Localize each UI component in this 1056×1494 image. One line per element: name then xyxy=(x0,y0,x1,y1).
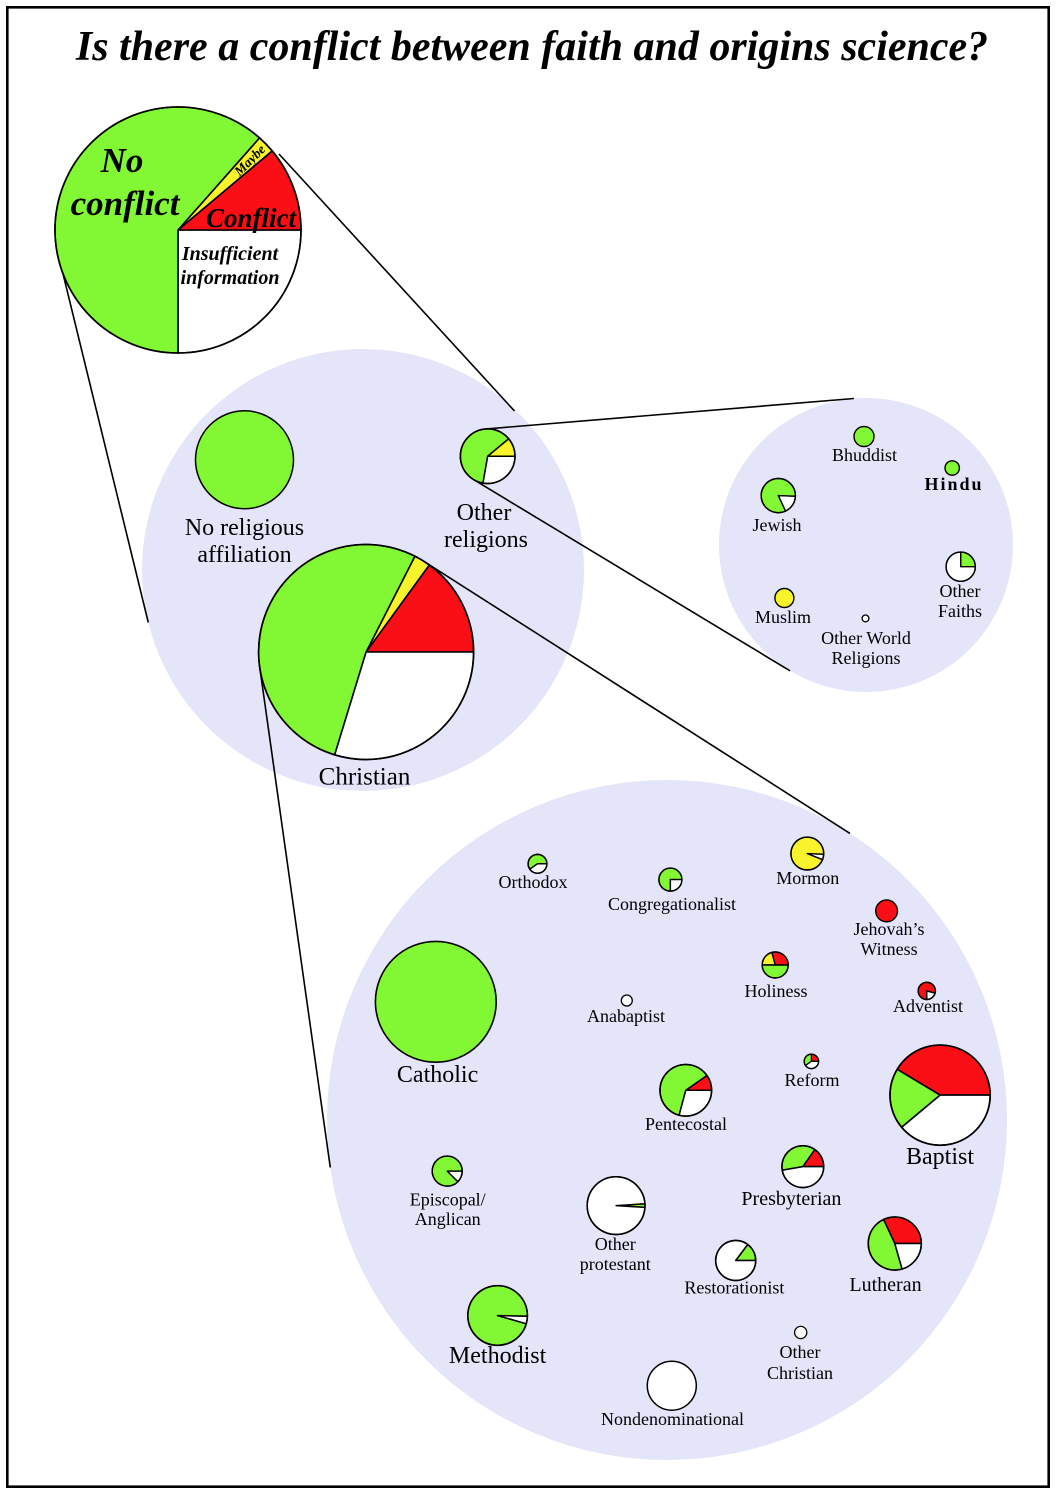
svg-text:No: No xyxy=(100,141,144,180)
svg-text:No religious: No religious xyxy=(185,515,304,541)
svg-text:Restorationist: Restorationist xyxy=(684,1278,784,1298)
svg-text:Anabaptist: Anabaptist xyxy=(587,1006,665,1026)
svg-text:Methodist: Methodist xyxy=(449,1343,547,1369)
svg-text:religions: religions xyxy=(444,527,528,553)
svg-text:Holiness: Holiness xyxy=(745,981,808,1001)
svg-text:Witness: Witness xyxy=(860,939,917,959)
svg-text:Adventist: Adventist xyxy=(893,996,963,1016)
svg-text:information: information xyxy=(181,267,280,289)
svg-text:Is there a conflict between fa: Is there a conflict between faith and or… xyxy=(75,24,988,70)
svg-text:Episcopal/: Episcopal/ xyxy=(410,1190,486,1210)
svg-text:conflict: conflict xyxy=(71,184,181,223)
svg-text:Orthodox: Orthodox xyxy=(499,872,568,892)
svg-text:affiliation: affiliation xyxy=(197,542,291,568)
svg-text:Other: Other xyxy=(595,1234,636,1254)
svg-text:Hindu: Hindu xyxy=(924,474,983,494)
svg-text:protestant: protestant xyxy=(580,1254,651,1274)
svg-text:Presbyterian: Presbyterian xyxy=(741,1188,841,1210)
svg-text:Reform: Reform xyxy=(785,1070,840,1090)
svg-text:Other: Other xyxy=(940,581,981,601)
svg-text:Christian: Christian xyxy=(319,764,411,791)
svg-text:Baptist: Baptist xyxy=(906,1144,974,1170)
svg-text:Nondenominational: Nondenominational xyxy=(601,1409,744,1429)
svg-text:Insufficient: Insufficient xyxy=(181,243,280,265)
svg-text:Catholic: Catholic xyxy=(397,1062,478,1088)
svg-text:Lutheran: Lutheran xyxy=(849,1274,921,1296)
svg-text:Anglican: Anglican xyxy=(415,1209,481,1229)
svg-text:Muslim: Muslim xyxy=(755,607,811,627)
svg-text:Mormon: Mormon xyxy=(776,868,839,888)
svg-text:Conflict: Conflict xyxy=(206,203,298,233)
svg-text:Faiths: Faiths xyxy=(938,601,982,621)
svg-text:Pentecostal: Pentecostal xyxy=(645,1114,727,1134)
svg-text:Jehovah’s: Jehovah’s xyxy=(854,919,925,939)
svg-text:Other: Other xyxy=(780,1342,821,1362)
svg-text:Christian: Christian xyxy=(767,1363,833,1383)
svg-text:Bhuddist: Bhuddist xyxy=(832,445,897,465)
svg-text:Other: Other xyxy=(457,500,512,526)
svg-text:Other World: Other World xyxy=(821,628,911,648)
svg-text:Religions: Religions xyxy=(831,648,900,668)
svg-text:Congregationalist: Congregationalist xyxy=(608,894,736,914)
svg-text:Jewish: Jewish xyxy=(753,515,802,535)
